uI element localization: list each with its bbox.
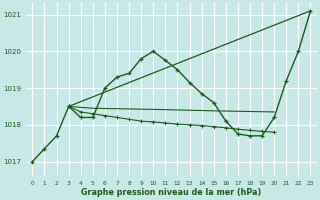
X-axis label: Graphe pression niveau de la mer (hPa): Graphe pression niveau de la mer (hPa) <box>81 188 261 197</box>
